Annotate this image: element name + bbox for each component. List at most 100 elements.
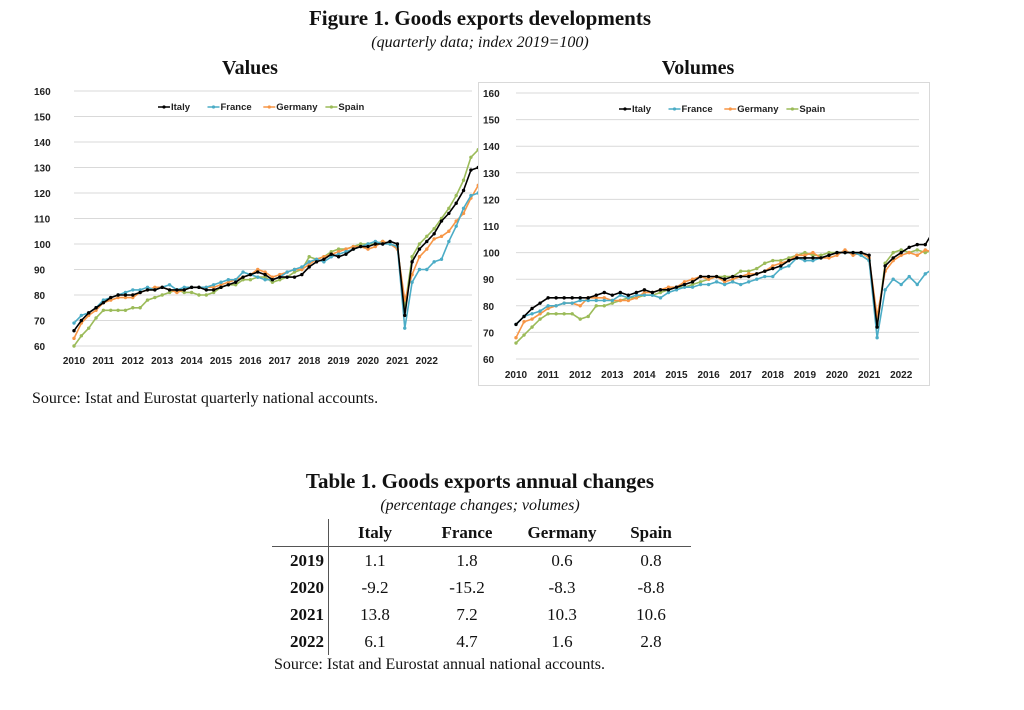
x-tick-label: 2018 — [298, 356, 321, 367]
data-point-italy — [915, 242, 919, 247]
data-point-spain — [116, 308, 120, 312]
values-chart-svg: 60 70 80 90 100 110 120 130 140 150 160 2010 2011 201… — [34, 87, 495, 367]
figure-subtitle: (quarterly data; index 2019=100) — [371, 34, 589, 51]
data-point-france — [219, 280, 223, 284]
data-point-germany — [827, 256, 831, 260]
data-point-spain — [698, 280, 703, 284]
y-tick-label: 90 — [34, 266, 46, 277]
legend-label-germany: Germany — [737, 104, 779, 115]
data-point-italy — [739, 274, 743, 279]
data-point-italy — [138, 290, 142, 295]
data-point-italy — [314, 260, 319, 264]
x-tick-label: 2012 — [122, 356, 145, 367]
data-point-italy — [388, 239, 392, 244]
x-tick-label: 2015 — [210, 356, 233, 367]
data-point-spain — [270, 280, 275, 284]
data-point-italy — [447, 211, 451, 216]
data-point-spain — [329, 249, 333, 254]
data-point-italy — [366, 244, 370, 249]
x-tick-label: 2015 — [665, 370, 688, 381]
data-point-france — [739, 282, 743, 287]
x-tick-label: 2020 — [826, 370, 849, 381]
data-point-france — [145, 285, 150, 290]
data-point-italy — [285, 275, 289, 279]
legend-label-italy: Italy — [632, 104, 652, 115]
table-title: Table 1. Goods exports annual changes — [305, 469, 655, 493]
data-point-italy — [395, 242, 400, 246]
data-point-germany — [851, 253, 855, 257]
data-point-spain — [763, 261, 767, 265]
data-point-germany — [226, 280, 231, 284]
data-point-italy — [131, 293, 135, 297]
data-point-spain — [819, 253, 823, 257]
data-point-france — [730, 280, 735, 284]
row-year: 2019 — [272, 546, 329, 574]
data-point-italy — [843, 250, 847, 255]
data-point-spain — [79, 334, 84, 338]
data-point-germany — [263, 270, 267, 274]
data-point-germany — [381, 239, 385, 244]
series-line-france — [515, 251, 966, 338]
data-point-germany — [602, 296, 606, 300]
data-point-germany — [835, 253, 839, 257]
legend-marker-germany — [267, 105, 271, 109]
data-point-spain — [307, 255, 311, 259]
data-point-italy — [189, 285, 194, 290]
table-row: 2021 13.8 7.2 10.3 10.6 — [272, 601, 691, 628]
y-tick-label: 90 — [483, 275, 495, 286]
data-point-germany — [175, 290, 179, 295]
cell-italy: 6.1 — [364, 631, 386, 651]
y-tick-label: 70 — [34, 317, 46, 328]
data-point-germany — [899, 253, 903, 257]
data-point-italy — [907, 245, 911, 249]
data-point-france — [594, 298, 598, 303]
header-italy: Italy — [328, 519, 421, 547]
x-tick-label: 2013 — [601, 370, 624, 381]
data-point-france — [803, 258, 807, 263]
data-point-germany — [803, 253, 807, 257]
x-tick-label: 2017 — [730, 370, 753, 381]
data-point-spain — [454, 193, 458, 198]
data-point-italy — [626, 293, 631, 297]
data-point-italy — [241, 275, 245, 279]
data-point-germany — [771, 264, 775, 268]
table-subtitle: (percentage changes; volumes) — [380, 497, 580, 514]
data-point-france — [570, 301, 574, 305]
data-point-spain — [211, 290, 216, 295]
data-point-germany — [923, 248, 927, 252]
data-point-germany — [351, 244, 355, 249]
y-tick-label: 110 — [483, 222, 500, 233]
data-point-france — [336, 252, 341, 256]
data-point-germany — [514, 336, 518, 340]
cell-italy: 13.8 — [360, 604, 390, 624]
data-point-italy — [522, 314, 526, 319]
data-point-germany — [578, 304, 582, 308]
data-point-germany — [730, 277, 735, 281]
data-point-italy — [182, 288, 186, 292]
data-point-france — [447, 239, 451, 244]
x-tick-label: 2020 — [357, 356, 380, 367]
data-point-france — [241, 270, 245, 274]
data-point-spain — [189, 290, 194, 295]
data-point-spain — [779, 258, 783, 263]
y-tick-label: 140 — [483, 142, 500, 153]
data-point-germany — [270, 275, 275, 279]
series-line-germany — [73, 184, 494, 339]
data-point-france — [755, 277, 759, 281]
data-point-france — [626, 296, 631, 300]
table-row: 2020 -9.2 -15.2 -8.3 -8.8 — [272, 574, 691, 601]
legend-marker-spain — [790, 107, 794, 111]
data-point-italy — [417, 247, 422, 251]
data-point-italy — [116, 293, 120, 297]
values-chart: 60 70 80 90 100 110 120 130 140 150 160 2010 2011 201… — [30, 82, 495, 372]
legend-label-germany: Germany — [276, 102, 318, 113]
data-point-france — [618, 293, 623, 297]
data-point-italy — [570, 296, 574, 300]
data-point-spain — [447, 206, 451, 210]
data-point-italy — [867, 253, 871, 257]
data-point-spain — [138, 306, 142, 310]
legend-marker-spain — [329, 105, 333, 109]
data-point-italy — [562, 296, 566, 300]
x-tick-label: 2021 — [386, 356, 409, 367]
data-point-germany — [109, 298, 113, 302]
